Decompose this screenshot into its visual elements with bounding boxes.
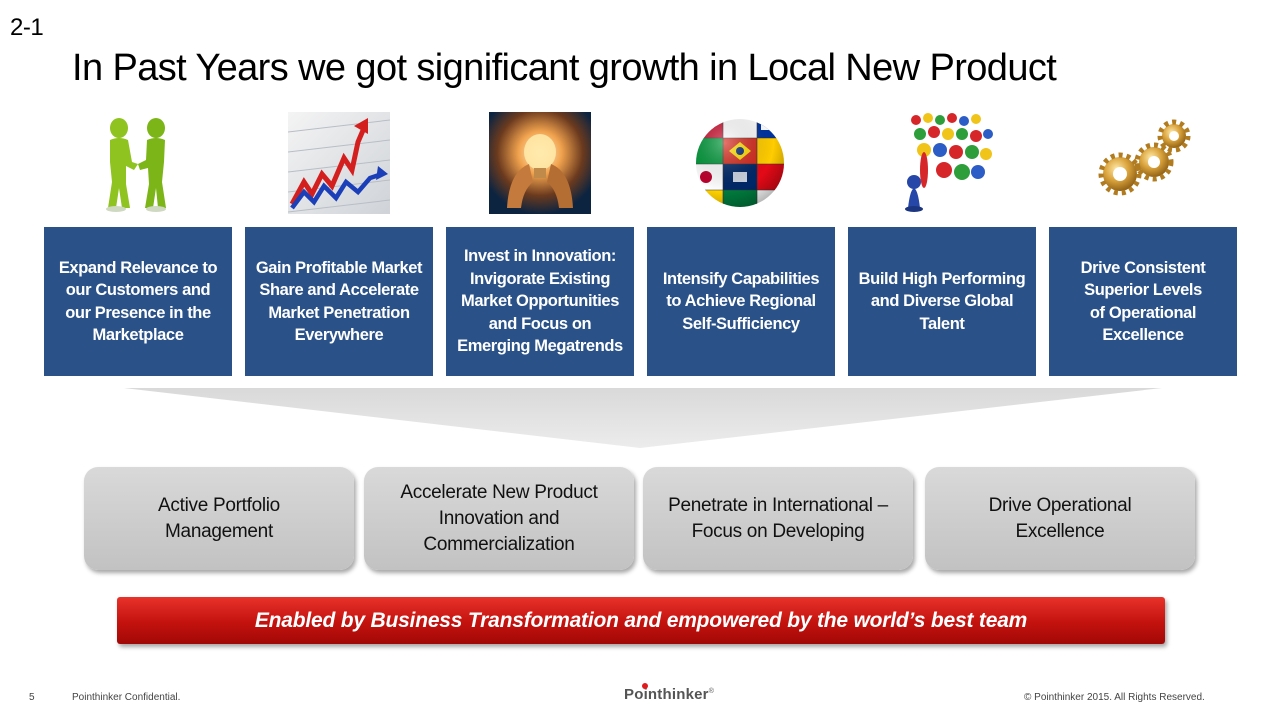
pillar-line: Drive Consistent bbox=[1080, 258, 1206, 277]
strategy-line: Commercialization bbox=[423, 533, 575, 555]
strategy-accelerate-innovation: Accelerate New Product Innovation and Co… bbox=[364, 467, 634, 570]
handshake-figures-icon bbox=[86, 112, 188, 214]
strategy-line: Excellence bbox=[1015, 520, 1105, 542]
pillar-line: our Presence in the bbox=[65, 303, 211, 322]
strategy-line: Management bbox=[165, 520, 273, 542]
pillar-line: to Achieve Regional bbox=[666, 292, 816, 311]
pillar-line: of Operational bbox=[1089, 303, 1197, 322]
banner-text: Enabled by Business Transformation and e… bbox=[254, 608, 1028, 632]
pillar-line: Share and Accelerate bbox=[259, 281, 419, 299]
pillar-line: our Customers and bbox=[65, 281, 211, 299]
pillar-line: Intensify Capabilities bbox=[662, 269, 820, 288]
pillar-line: Superior Levels bbox=[1084, 281, 1202, 299]
pillar-line: and Diverse Global bbox=[870, 292, 1014, 311]
strategy-penetrate-international: Penetrate in International – Focus on De… bbox=[643, 467, 913, 570]
pillar-gain-market-share: Gain Profitable Market Share and Acceler… bbox=[245, 227, 433, 376]
strategy-line: Penetrate in International – bbox=[668, 494, 888, 516]
pillar-line: Invest in Innovation: bbox=[463, 247, 617, 266]
page-title: In Past Years we got significant growth … bbox=[72, 47, 1057, 89]
logo-dot-icon bbox=[642, 683, 648, 689]
strategy-line: Accelerate New Product bbox=[400, 481, 598, 503]
company-logo: Pointhinker® bbox=[624, 683, 715, 703]
pillar-line: Expand Relevance to bbox=[58, 258, 218, 277]
pillar-line: Build High Performing bbox=[858, 269, 1026, 288]
footer-page-number: 5 bbox=[29, 692, 35, 703]
strategy-line: Focus on Developing bbox=[691, 520, 865, 542]
footer-copyright: © Pointhinker 2015. All Rights Reserved. bbox=[1024, 692, 1205, 703]
pillar-build-talent: Build High Performing and Diverse Global… bbox=[848, 227, 1036, 376]
strategy-operational-excellence: Drive Operational Excellence bbox=[925, 467, 1195, 570]
strategy-line: Drive Operational bbox=[988, 494, 1132, 516]
strategy-line: Active Portfolio bbox=[158, 494, 280, 516]
pillar-line: Talent bbox=[919, 314, 965, 333]
pillar-line: Self-Sufficiency bbox=[682, 314, 800, 333]
pillar-line: Invigorate Existing bbox=[469, 269, 610, 288]
pillar-line: Excellence bbox=[1102, 326, 1184, 344]
pillar-line: Emerging Megatrends bbox=[457, 337, 623, 356]
pillar-line: Gain Profitable Market bbox=[255, 258, 423, 277]
crowd-pawns-icon bbox=[894, 112, 996, 214]
pillar-line: Market Penetration bbox=[268, 303, 410, 322]
pillar-line: and Focus on bbox=[488, 314, 592, 333]
pillar-drive-excellence: Drive Consistent Superior Levels of Oper… bbox=[1049, 227, 1237, 376]
flag-globe-icon bbox=[689, 112, 791, 214]
lightbulb-hands-icon bbox=[489, 112, 591, 214]
pillar-invest-innovation: Invest in Innovation: Invigorate Existin… bbox=[446, 227, 634, 376]
strategy-line: Innovation and bbox=[438, 507, 560, 529]
logo-text: Pointhinker bbox=[624, 686, 709, 703]
slide-label: 2-1 bbox=[10, 14, 44, 41]
pillar-intensify-capabilities: Intensify Capabilities to Achieve Region… bbox=[647, 227, 835, 376]
strategy-active-portfolio: Active Portfolio Management bbox=[84, 467, 354, 570]
enabler-banner: Enabled by Business Transformation and e… bbox=[117, 597, 1165, 644]
gears-icon bbox=[1092, 112, 1194, 214]
pillar-expand-relevance: Expand Relevance to our Customers and ou… bbox=[44, 227, 232, 376]
pillar-line: Everywhere bbox=[294, 326, 384, 344]
pillar-line: Marketplace bbox=[92, 326, 184, 344]
funnel-arrow bbox=[124, 388, 1162, 448]
pillar-line: Market Opportunities bbox=[461, 292, 619, 311]
registered-mark: ® bbox=[708, 688, 715, 695]
rising-chart-icon bbox=[288, 112, 390, 214]
footer-confidential: Pointhinker Confidential. bbox=[72, 692, 181, 703]
